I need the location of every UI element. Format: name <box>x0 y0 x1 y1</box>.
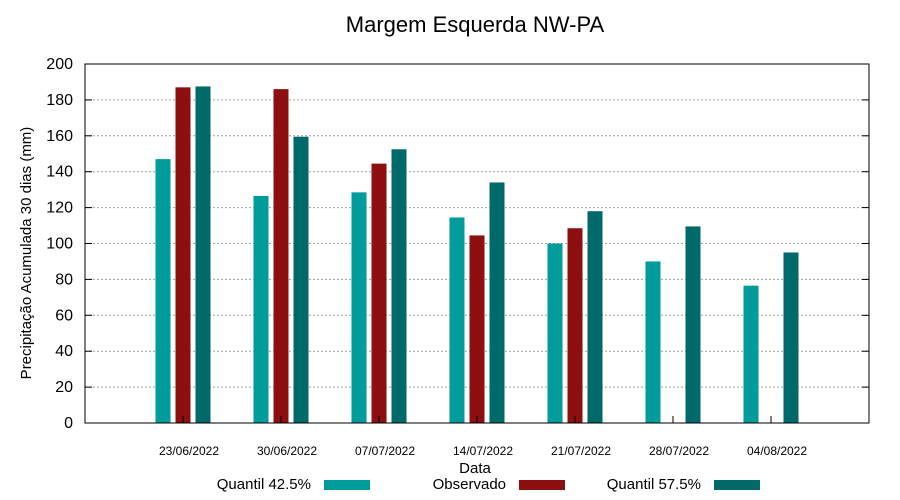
x-tick-label: 28/07/2022 <box>649 444 709 458</box>
y-tick-label: 140 <box>46 164 73 181</box>
bar <box>783 252 799 423</box>
bar <box>155 159 171 423</box>
legend: Quantil 42.5% Observado Quantil 57.5% <box>217 476 760 493</box>
bar <box>293 136 309 423</box>
x-tick-label: 07/07/2022 <box>355 444 415 458</box>
x-tick-label: 30/06/2022 <box>257 444 317 458</box>
bar <box>253 195 269 423</box>
legend-swatch <box>324 480 370 490</box>
bar <box>391 149 407 423</box>
y-tick-label: 0 <box>64 415 73 432</box>
y-axis-ticks: 0 20 40 60 80 100 120 140 160 180 200 <box>46 56 869 432</box>
y-tick-label: 80 <box>55 271 73 288</box>
y-tick-label: 60 <box>55 307 73 324</box>
y-tick-label: 100 <box>46 236 73 253</box>
bar <box>567 228 583 423</box>
y-tick-label: 120 <box>46 200 73 217</box>
y-axis-label: Precipitação Acumulada 30 dias (mm) <box>18 127 35 380</box>
x-tick-label: 04/08/2022 <box>747 444 807 458</box>
bar <box>489 182 505 423</box>
x-tick-label: 21/07/2022 <box>551 444 611 458</box>
y-tick-label: 160 <box>46 128 73 145</box>
x-axis-ticks: 23/06/2022 30/06/2022 07/07/2022 14/07/2022… <box>159 416 807 458</box>
bar <box>743 285 759 423</box>
legend-label: Quantil 42.5% <box>217 476 311 493</box>
y-tick-label: 40 <box>55 343 73 360</box>
bar <box>547 243 563 423</box>
chart-title: Margem Esquerda NW-PA <box>346 12 605 37</box>
bar <box>685 226 701 423</box>
y-tick-label: 20 <box>55 379 73 396</box>
legend-label: Observado <box>433 476 506 493</box>
bar <box>371 163 387 423</box>
y-tick-label: 180 <box>46 92 73 109</box>
bar <box>273 89 289 423</box>
bar <box>645 261 661 423</box>
legend-swatch <box>519 480 565 490</box>
bar <box>449 217 465 423</box>
x-axis-label: Data <box>459 460 491 477</box>
x-tick-label: 14/07/2022 <box>453 444 513 458</box>
bar <box>175 87 191 424</box>
y-tick-label: 200 <box>46 56 73 73</box>
legend-label: Quantil 57.5% <box>607 476 701 493</box>
bar <box>469 235 485 423</box>
legend-swatch <box>714 480 760 490</box>
bar <box>195 86 211 423</box>
x-tick-label: 23/06/2022 <box>159 444 219 458</box>
bar <box>351 192 367 423</box>
bars <box>155 86 799 424</box>
bar <box>587 211 603 423</box>
